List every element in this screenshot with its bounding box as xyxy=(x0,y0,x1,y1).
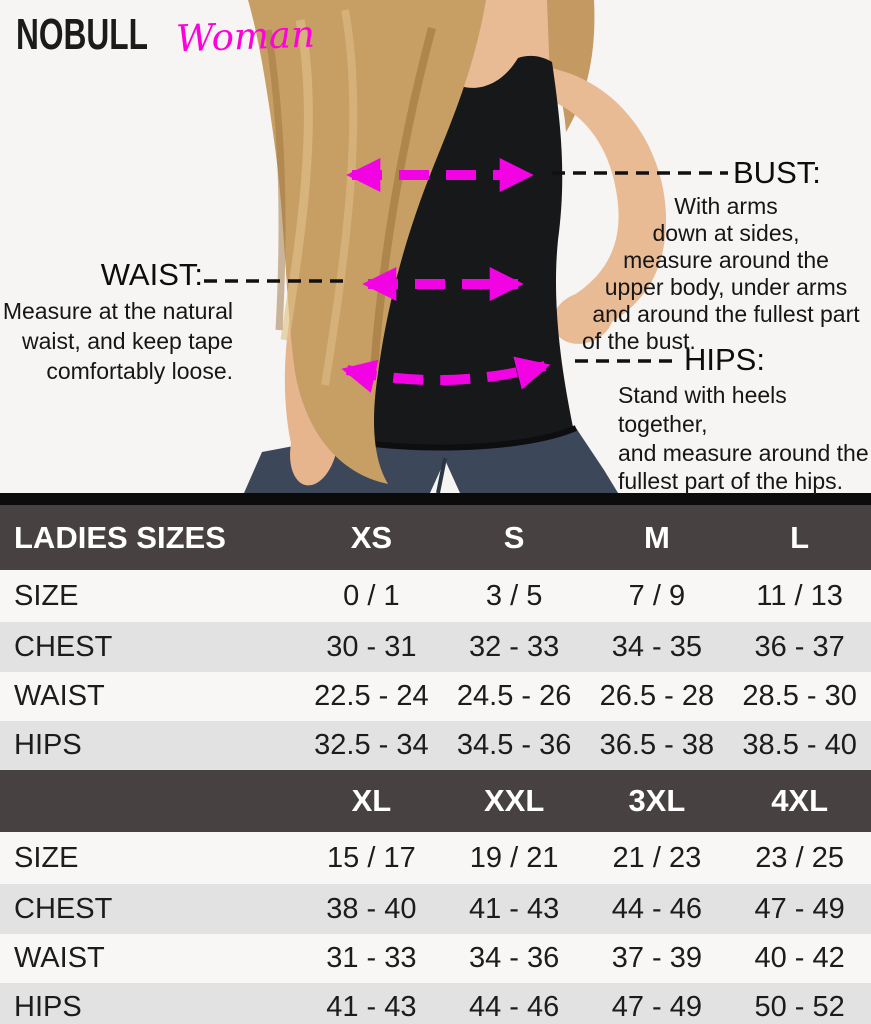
row-label: SIZE xyxy=(14,841,79,874)
header-cell-xl: XL xyxy=(351,783,392,818)
leg-gap xyxy=(430,460,460,493)
cell-value: 32.5 - 34 xyxy=(314,729,429,761)
cell-value: 34.5 - 36 xyxy=(456,729,572,761)
jeans-seam xyxy=(436,457,447,493)
table-row-waist-1: WAIST 22.5 - 24 24.5 - 26 26.5 - 28 28.5… xyxy=(0,672,871,721)
right-arm xyxy=(530,66,667,330)
header-cell-3xl: 3XL xyxy=(628,783,686,818)
cell-value: 44 - 46 xyxy=(611,892,703,925)
table-row-hips-2: HIPS 41 - 43 44 - 46 47 - 49 50 - 52 xyxy=(0,983,871,1024)
hips-description: Stand with heels together, and measure a… xyxy=(618,381,871,496)
brand-name: NOBULL xyxy=(16,10,148,59)
bust-desc-line: With arms xyxy=(674,193,778,219)
table-row-waist-2: WAIST 31 - 33 34 - 36 37 - 39 40 - 42 xyxy=(0,934,871,983)
row-label: HIPS xyxy=(14,729,82,761)
table-row-chest-1: CHEST 30 - 31 32 - 33 34 - 35 36 - 37 xyxy=(0,622,871,672)
cell-value: 32 - 33 xyxy=(468,630,560,663)
cell-value: 37 - 39 xyxy=(611,942,703,974)
cell-value: 44 - 46 xyxy=(468,991,560,1023)
bust-label: BUST: xyxy=(733,155,821,190)
cell-value: 3 / 5 xyxy=(485,579,543,612)
photo-section: NOBULL Woman BUST: With arms down at sid… xyxy=(0,0,871,496)
row-label: CHEST xyxy=(14,892,113,925)
cell-value: 47 - 49 xyxy=(611,991,703,1023)
waist-desc-line: Measure at the natural xyxy=(2,298,233,324)
table-row-hips-1: HIPS 32.5 - 34 34.5 - 36 36.5 - 38 38.5 … xyxy=(0,721,871,770)
header-cell-xs: XS xyxy=(350,519,393,555)
cell-value: 36 - 37 xyxy=(754,630,845,663)
cell-value: 26.5 - 28 xyxy=(599,680,715,712)
header-cell-s: S xyxy=(503,519,525,555)
table-header-ladies-sizes: LADIES SIZES XS S M L xyxy=(0,505,871,570)
hips-measure-arrow xyxy=(341,356,551,393)
hips-desc-line: and measure around the xyxy=(618,439,869,466)
right-hand xyxy=(552,292,614,344)
hair-highlight xyxy=(280,19,313,341)
row-label: CHEST xyxy=(14,630,113,663)
waist-desc-line: waist, and keep tape xyxy=(22,327,233,354)
cell-value: 19 / 21 xyxy=(469,841,559,874)
cell-value: 11 / 13 xyxy=(756,579,843,612)
bust-description: With arms down at sides, measure around … xyxy=(582,193,870,354)
cell-value: 34 - 35 xyxy=(611,630,703,663)
bust-desc-line: and around the fullest part xyxy=(592,300,860,327)
header-cell-xxl: XXL xyxy=(483,783,545,818)
cell-value: 38.5 - 40 xyxy=(742,729,857,761)
header-cell-4xl: 4XL xyxy=(771,783,829,818)
cell-value: 30 - 31 xyxy=(326,630,417,663)
cell-value: 41 - 43 xyxy=(468,892,560,925)
bust-desc-line: upper body, under arms xyxy=(604,273,848,300)
cell-value: 28.5 - 30 xyxy=(742,680,857,712)
hips-desc-line: Stand with heels together, xyxy=(618,382,787,437)
waist-label: WAIST: xyxy=(100,257,203,292)
header-cell-title: LADIES SIZES xyxy=(14,519,226,555)
row-label: SIZE xyxy=(14,579,79,612)
bust-desc-line: down at sides, xyxy=(652,219,800,246)
row-label: WAIST xyxy=(14,942,105,974)
cell-value: 21 / 23 xyxy=(612,841,702,874)
measurement-arrows xyxy=(204,157,728,393)
table-header-extended-sizes: XL XXL 3XL 4XL xyxy=(0,770,871,832)
table-row-chest-2: CHEST 38 - 40 41 - 43 44 - 46 47 - 49 xyxy=(0,884,871,934)
cell-value: 23 / 25 xyxy=(755,841,844,874)
cell-value: 47 - 49 xyxy=(754,892,845,925)
cell-value: 22.5 - 24 xyxy=(314,680,429,712)
cell-value: 40 - 42 xyxy=(754,942,845,974)
cell-value: 38 - 40 xyxy=(326,892,417,925)
cell-value: 24.5 - 26 xyxy=(456,680,572,712)
row-label: WAIST xyxy=(14,680,105,712)
cell-value: 31 - 33 xyxy=(326,942,417,974)
brand-sub-name: Woman xyxy=(175,12,316,61)
hips-label: HIPS: xyxy=(684,342,765,377)
cell-value: 36.5 - 38 xyxy=(599,729,715,761)
woman-photo-illustration xyxy=(0,0,871,493)
header-cell-l: L xyxy=(790,519,810,555)
bust-desc-line: of the bust. xyxy=(582,327,696,354)
cell-value: 41 - 43 xyxy=(326,991,417,1023)
cell-value: 34 - 36 xyxy=(468,942,560,974)
table-row-size-1: SIZE 0 / 1 3 / 5 7 / 9 11 / 13 xyxy=(0,570,871,622)
divider-band xyxy=(0,493,871,505)
cell-value: 7 / 9 xyxy=(628,579,686,612)
hair-shadow xyxy=(370,26,436,371)
row-label: HIPS xyxy=(14,991,82,1023)
bust-desc-line: measure around the xyxy=(623,246,829,273)
header-cell-m: M xyxy=(643,519,670,555)
hips-desc-line: fullest part of the hips. xyxy=(618,468,844,495)
waist-description: Measure at the natural waist, and keep t… xyxy=(0,297,233,387)
cell-value: 15 / 17 xyxy=(327,841,416,874)
table-row-size-2: SIZE 15 / 17 19 / 21 21 / 23 23 / 25 xyxy=(0,832,871,884)
cell-value: 50 - 52 xyxy=(754,991,845,1023)
brand-logo: NOBULL Woman xyxy=(16,10,315,60)
cell-value: 0 / 1 xyxy=(343,579,400,612)
waist-desc-line: comfortably loose. xyxy=(46,357,233,384)
hair-shadow xyxy=(264,29,286,331)
